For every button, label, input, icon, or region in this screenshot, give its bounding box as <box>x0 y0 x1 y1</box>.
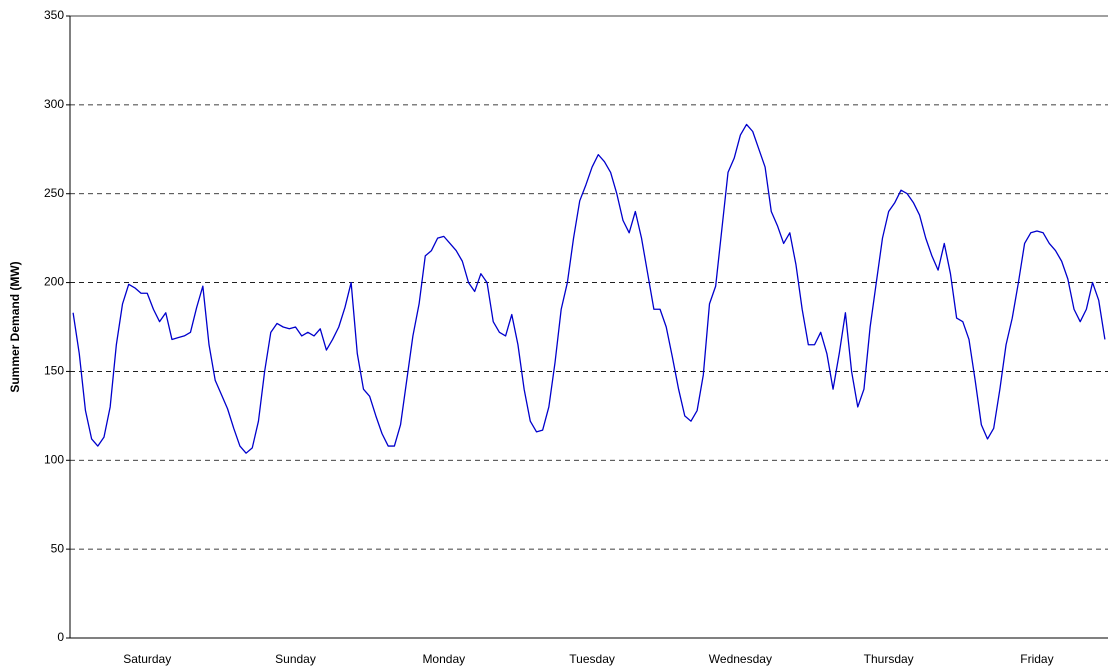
y-tick-label: 250 <box>44 186 64 200</box>
x-tick-label: Friday <box>1020 652 1053 666</box>
x-tick-label: Wednesday <box>709 652 772 666</box>
y-tick-label: 100 <box>44 452 64 466</box>
y-tick-label: 0 <box>57 630 64 644</box>
y-tick-label: 200 <box>44 275 64 289</box>
x-tick-label: Sunday <box>275 652 316 666</box>
y-axis-label: Summer Demand (MW) <box>8 261 22 392</box>
y-tick-label: 50 <box>51 541 65 555</box>
x-tick-label: Tuesday <box>569 652 615 666</box>
y-tick-label: 350 <box>44 8 64 22</box>
y-tick-label: 300 <box>44 97 64 111</box>
x-tick-label: Monday <box>422 652 465 666</box>
y-tick-label: 150 <box>44 364 64 378</box>
x-tick-label: Saturday <box>123 652 171 666</box>
demand-line <box>72 123 1106 454</box>
x-tick-label: Thursday <box>864 652 914 666</box>
